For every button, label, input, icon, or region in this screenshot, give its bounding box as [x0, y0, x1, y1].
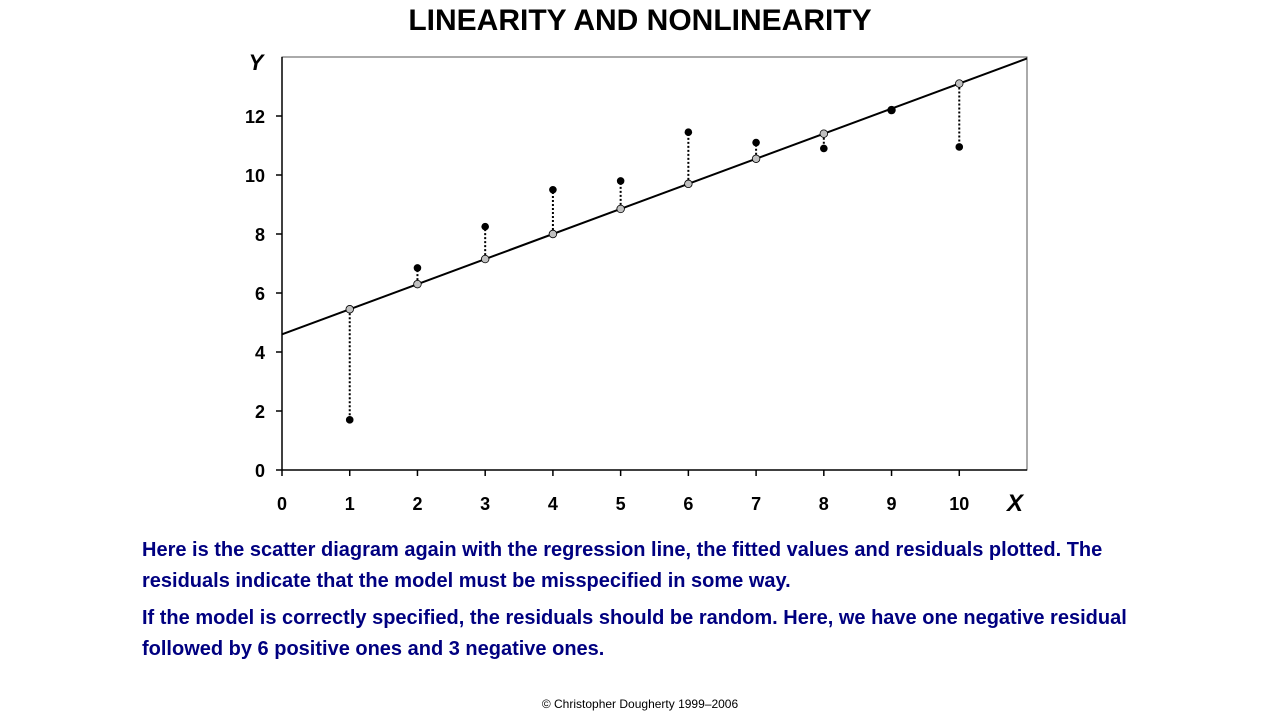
- y-tick-label: 6: [255, 284, 265, 304]
- explanation-paragraph-1: Here is the scatter diagram again with t…: [142, 539, 1103, 592]
- fitted-point: [616, 204, 625, 214]
- plot-area-frame: [281, 56, 1028, 471]
- y-tick-label: 4: [255, 343, 265, 363]
- x-tick-label: 10: [949, 494, 969, 514]
- fitted-point: [548, 229, 558, 239]
- y-tick-label: 10: [245, 166, 265, 186]
- explanation-paragraph-2: If the model is correctly specified, the…: [142, 607, 1127, 660]
- x-tick-label: 2: [412, 494, 422, 514]
- observed-point: [752, 138, 760, 147]
- observed-point: [481, 222, 489, 231]
- fitted-point: [751, 154, 761, 163]
- y-tick-label: 2: [255, 402, 265, 422]
- y-tick-label: 0: [255, 461, 265, 481]
- x-tick-label: 7: [751, 494, 761, 514]
- x-tick-label: 0: [277, 494, 287, 514]
- fitted-point: [955, 79, 964, 88]
- observed-point: [955, 143, 964, 151]
- x-tick-label: 6: [683, 494, 693, 514]
- x-tick-label: 4: [548, 494, 558, 514]
- observed-point: [413, 264, 422, 272]
- x-tick-label: 1: [345, 494, 355, 514]
- fitted-point: [345, 305, 354, 314]
- observed-point: [549, 185, 557, 194]
- x-tick-label: 8: [819, 494, 829, 514]
- observed-point: [345, 416, 354, 424]
- observed-point: [887, 106, 896, 114]
- slide-title: LINEARITY AND NONLINEARITY: [408, 4, 872, 37]
- fitted-point: [413, 279, 422, 289]
- x-tick-label: 5: [616, 494, 626, 514]
- fitted-point: [684, 179, 693, 189]
- observed-point: [616, 177, 625, 185]
- x-axis-label: X: [1005, 490, 1025, 517]
- y-tick-label: 8: [255, 225, 265, 245]
- observed-point: [820, 144, 828, 153]
- y-axis-label: Y: [249, 50, 266, 75]
- x-tick-label: 9: [887, 494, 897, 514]
- fitted-point: [819, 129, 829, 138]
- regression-line: [282, 57, 1027, 336]
- x-tick-label: 3: [480, 494, 490, 514]
- fitted-point: [480, 254, 490, 264]
- y-tick-label: 12: [245, 107, 265, 127]
- observed-point: [684, 128, 693, 137]
- copyright-notice: © Christopher Dougherty 1999–2006: [541, 697, 739, 711]
